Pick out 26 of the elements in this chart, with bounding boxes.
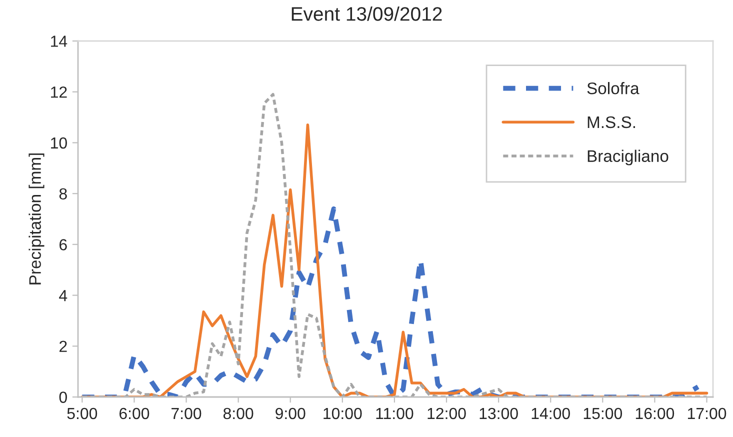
x-tick-label: 9:00	[276, 408, 306, 420]
y-tick-label: 4	[59, 290, 68, 302]
y-tick-label: 10	[51, 137, 67, 149]
x-tick-label: 16:00	[636, 408, 674, 420]
y-axis-title: Precipitation [mm]	[28, 153, 44, 284]
x-tick-label: 12:00	[428, 408, 466, 420]
legend-label: Solofra	[587, 82, 640, 94]
x-tick-label: 13:00	[480, 408, 518, 420]
x-tick-label: 5:00	[67, 408, 98, 420]
x-tick-label: 17:00	[688, 408, 726, 420]
x-tick-label: 15:00	[584, 408, 622, 420]
x-tick-label: 11:00	[376, 408, 414, 420]
y-tick-label: 2	[60, 340, 67, 352]
y-tick-label: 6	[60, 239, 67, 250]
y-tick-label: 14	[51, 36, 68, 47]
legend-label: M.S.S.	[588, 116, 635, 128]
x-tick-label: 14:00	[532, 408, 570, 420]
y-tick-label: 12	[51, 86, 67, 98]
x-tick-label: 6:00	[119, 408, 150, 420]
y-tick-label: 0	[59, 392, 67, 403]
x-tick-label: 10:00	[324, 408, 362, 420]
x-tick-label: 8:00	[223, 408, 254, 420]
x-tick-label: 7:00	[172, 408, 202, 420]
legend-label: Bracigliano	[588, 150, 668, 166]
chart-title: Event 13/09/2012	[292, 6, 442, 21]
y-tick-label: 8	[59, 188, 67, 200]
